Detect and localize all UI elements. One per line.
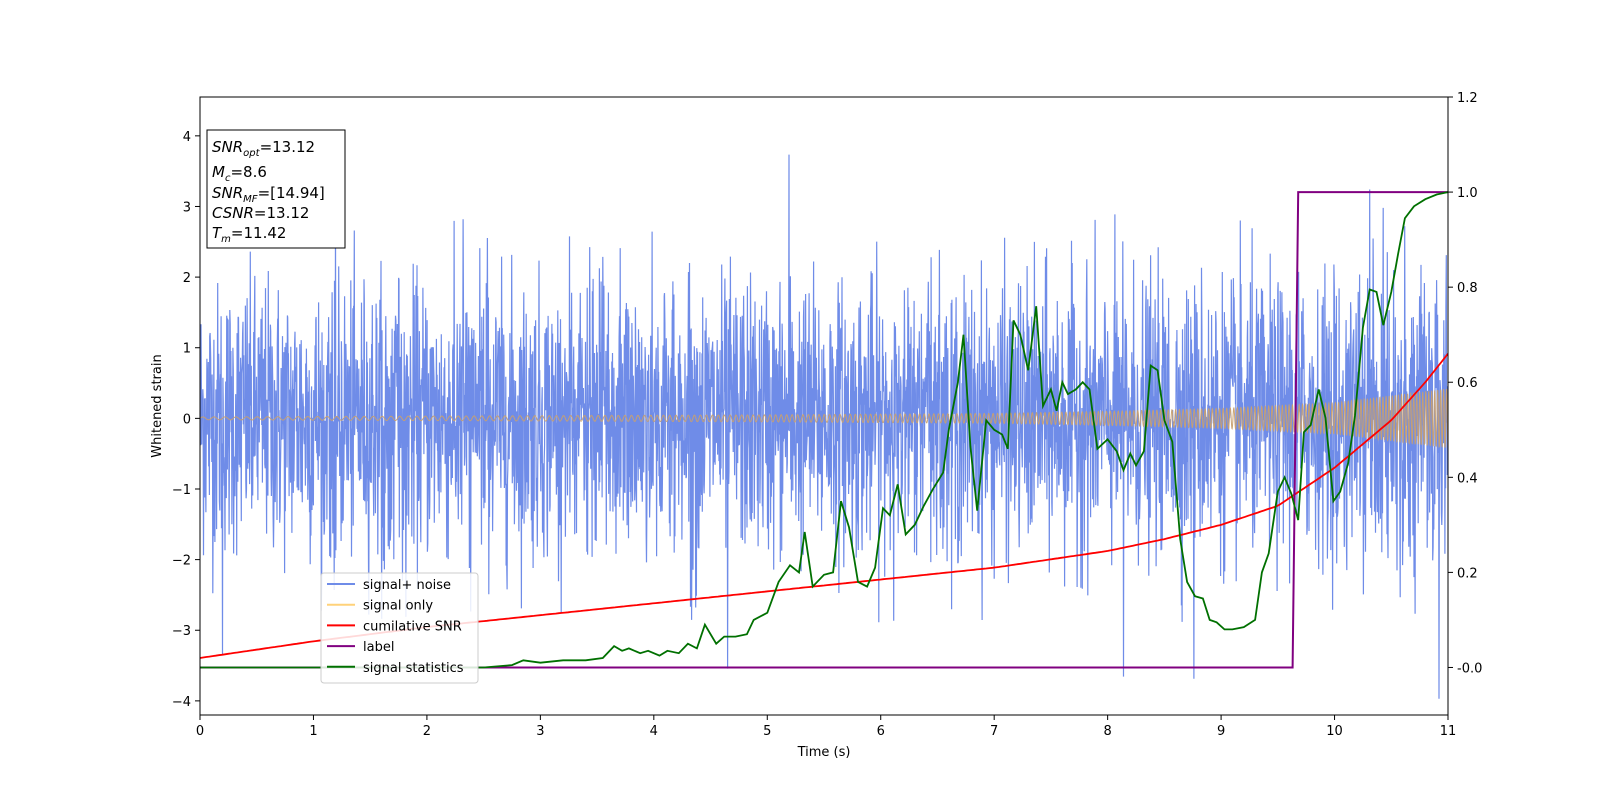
y-right-tick-label: 0.4: [1457, 471, 1478, 486]
y-left-tick-label: 1: [183, 342, 191, 357]
x-tick-label: 0: [196, 724, 204, 739]
x-tick-label: 11: [1440, 724, 1457, 739]
x-tick-label: 6: [877, 724, 885, 739]
y-right-tick-label: 0.8: [1457, 281, 1478, 296]
legend-label: label: [363, 640, 394, 655]
plot-frame: [199, 96, 1449, 716]
x-tick-label: 7: [990, 724, 998, 739]
annotation-line: Tm=11.42: [212, 224, 286, 245]
series-signal-statistics: [200, 191, 1448, 669]
y-right-tick-label: 1.0: [1457, 186, 1478, 201]
legend-frame: [320, 572, 479, 684]
x-axis-label: Time (s): [797, 745, 851, 760]
annotation-line: SNRopt=13.12: [212, 138, 315, 159]
x-tick-label: 4: [650, 724, 658, 739]
x-tick-label: 8: [1103, 724, 1111, 739]
legend-label: cumilative SNR: [363, 619, 462, 634]
x-tick-label: 1: [309, 724, 317, 739]
y-left-tick-label: −1: [172, 483, 191, 498]
y-left-tick-label: 2: [183, 271, 191, 286]
legend-label: signal statistics: [363, 661, 464, 676]
x-axis: 0 1 2 3 4 5 6 7 8 9 10 11: [196, 715, 1456, 739]
legend-label: signal only: [363, 599, 433, 614]
y-left-tick-label: 3: [183, 200, 191, 215]
y-left-tick-label: 0: [183, 412, 191, 427]
annotation-line: CSNR=13.12: [212, 204, 309, 222]
y-left-tick-label: −4: [172, 695, 191, 710]
y-right-tick-label: 0.2: [1457, 566, 1478, 581]
annotation-line: Mc=8.6: [212, 163, 267, 184]
annotation-box: SNRopt=13.12 Mc=8.6SNRMF=[14.94]CSNR=13.1…: [206, 129, 346, 249]
y-axis-right: -0.0 0.2 0.4 0.6 0.8 1.0 1.2: [1448, 91, 1482, 676]
series-signal-only: [200, 388, 1448, 449]
y-left-tick-label: 4: [183, 130, 191, 145]
x-tick-label: 3: [536, 724, 544, 739]
y-left-tick-label: −3: [172, 624, 191, 639]
x-tick-label: 9: [1217, 724, 1225, 739]
annotation-line: SNRMF=[14.94]: [212, 184, 325, 205]
y-axis-left: −4 −3 −2 −1 0 1 2 3 4: [172, 130, 200, 710]
x-tick-label: 10: [1326, 724, 1343, 739]
annotation-frame: [206, 129, 346, 249]
y-right-tick-label: 0.6: [1457, 376, 1478, 391]
y-right-tick-label: -0.0: [1457, 661, 1482, 676]
legend-label: signal+ noise: [363, 578, 451, 593]
y-axis-label: Whitened strain: [150, 354, 165, 457]
series-label: [200, 191, 1448, 669]
legend: signal+ noise signal only cumilative SNR la…: [320, 572, 479, 684]
y-left-tick-label: −2: [172, 554, 191, 569]
x-tick-label: 5: [763, 724, 771, 739]
y-right-tick-label: 1.2: [1457, 91, 1478, 106]
x-tick-label: 2: [423, 724, 431, 739]
